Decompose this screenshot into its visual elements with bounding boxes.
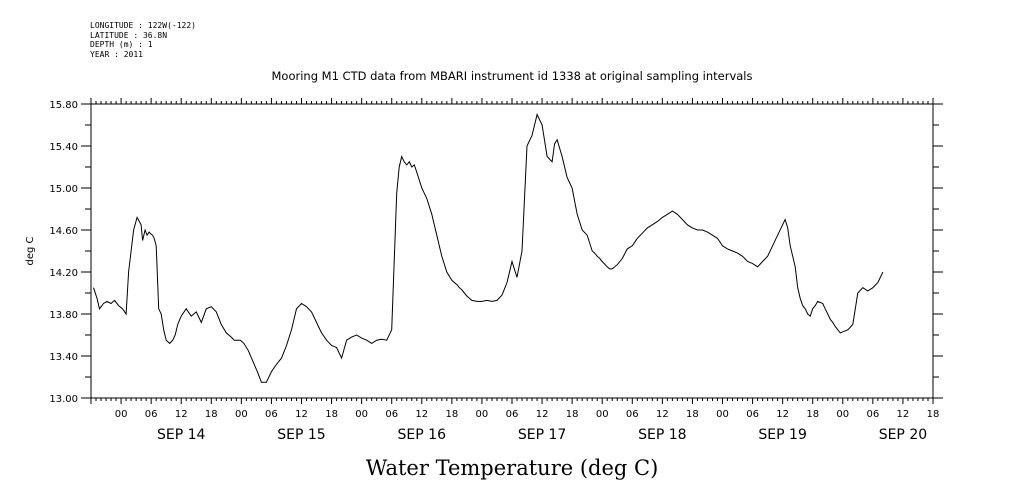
x-tick-label: 18 <box>205 409 218 420</box>
y-tick-label: 14.60 <box>49 226 78 237</box>
x-tick-label: 12 <box>776 409 789 420</box>
x-axis-label: Water Temperature (deg C) <box>366 456 659 480</box>
x-tick-label: 18 <box>325 409 338 420</box>
depth-label: DEPTH (m) : 1 <box>90 40 153 49</box>
y-tick-label: 15.00 <box>49 184 78 195</box>
x-date-label: SEP 14 <box>157 427 206 443</box>
y-tick-label: 15.80 <box>49 100 78 111</box>
x-date-label: SEP 18 <box>638 427 686 443</box>
plot-frame <box>90 103 934 399</box>
x-tick-label: 12 <box>415 409 428 420</box>
x-tick-label: 18 <box>445 409 458 420</box>
series-line <box>93 113 884 383</box>
axes-group: 13.00 13.40 13.80 14.20 14.60 15.00 15.40 15.80… <box>49 98 943 443</box>
x-tick-label: 18 <box>686 409 699 420</box>
x-tick-label: 00 <box>355 409 368 420</box>
x-tick-label: 00 <box>235 409 248 420</box>
y-tick-label: 13.80 <box>49 310 78 321</box>
x-tick-label: 06 <box>265 409 278 420</box>
chart-title: Mooring M1 CTD data from MBARI instrumen… <box>272 69 753 83</box>
x-date-label: SEP 20 <box>879 427 927 443</box>
x-tick-label: 00 <box>115 409 128 420</box>
y-tick-label: 13.40 <box>49 352 78 363</box>
x-tick-label: 00 <box>476 409 489 420</box>
x-date-label: SEP 17 <box>518 427 566 443</box>
x-tick-label: 00 <box>596 409 609 420</box>
x-tick-label: 18 <box>566 409 579 420</box>
x-date-label: SEP 15 <box>277 427 325 443</box>
x-tick-label: 12 <box>897 409 910 420</box>
x-date-label: SEP 19 <box>758 427 806 443</box>
x-tick-label: 12 <box>656 409 669 420</box>
x-tick-label: 00 <box>836 409 849 420</box>
y-axis-label: deg C <box>25 236 36 265</box>
x-tick-label: 06 <box>506 409 519 420</box>
x-tick-label: 12 <box>175 409 188 420</box>
x-tick-label: 12 <box>295 409 308 420</box>
longitude-label: LONGITUDE : 122W(-122) <box>90 21 196 30</box>
x-tick-label: 06 <box>385 409 398 420</box>
y-tick-label: 14.20 <box>49 268 78 279</box>
latitude-label: LATITUDE : 36.8N <box>90 30 168 40</box>
metadata-block: LONGITUDE : 122W(-122) LATITUDE : 36.8N … <box>90 21 196 59</box>
x-tick-label: 06 <box>626 409 639 420</box>
x-tick-label: 12 <box>536 409 549 420</box>
x-tick-label: 18 <box>927 409 940 420</box>
y-tick-label: 15.40 <box>49 142 78 153</box>
x-tick-label: 06 <box>866 409 879 420</box>
x-tick-label: 18 <box>806 409 819 420</box>
x-date-label: SEP 16 <box>398 427 447 443</box>
x-tick-label: 06 <box>746 409 759 420</box>
x-tick-label: 00 <box>716 409 729 420</box>
y-tick-label: 13.00 <box>49 394 78 405</box>
year-label: YEAR : 2011 <box>90 49 143 59</box>
x-tick-label: 06 <box>145 409 158 420</box>
